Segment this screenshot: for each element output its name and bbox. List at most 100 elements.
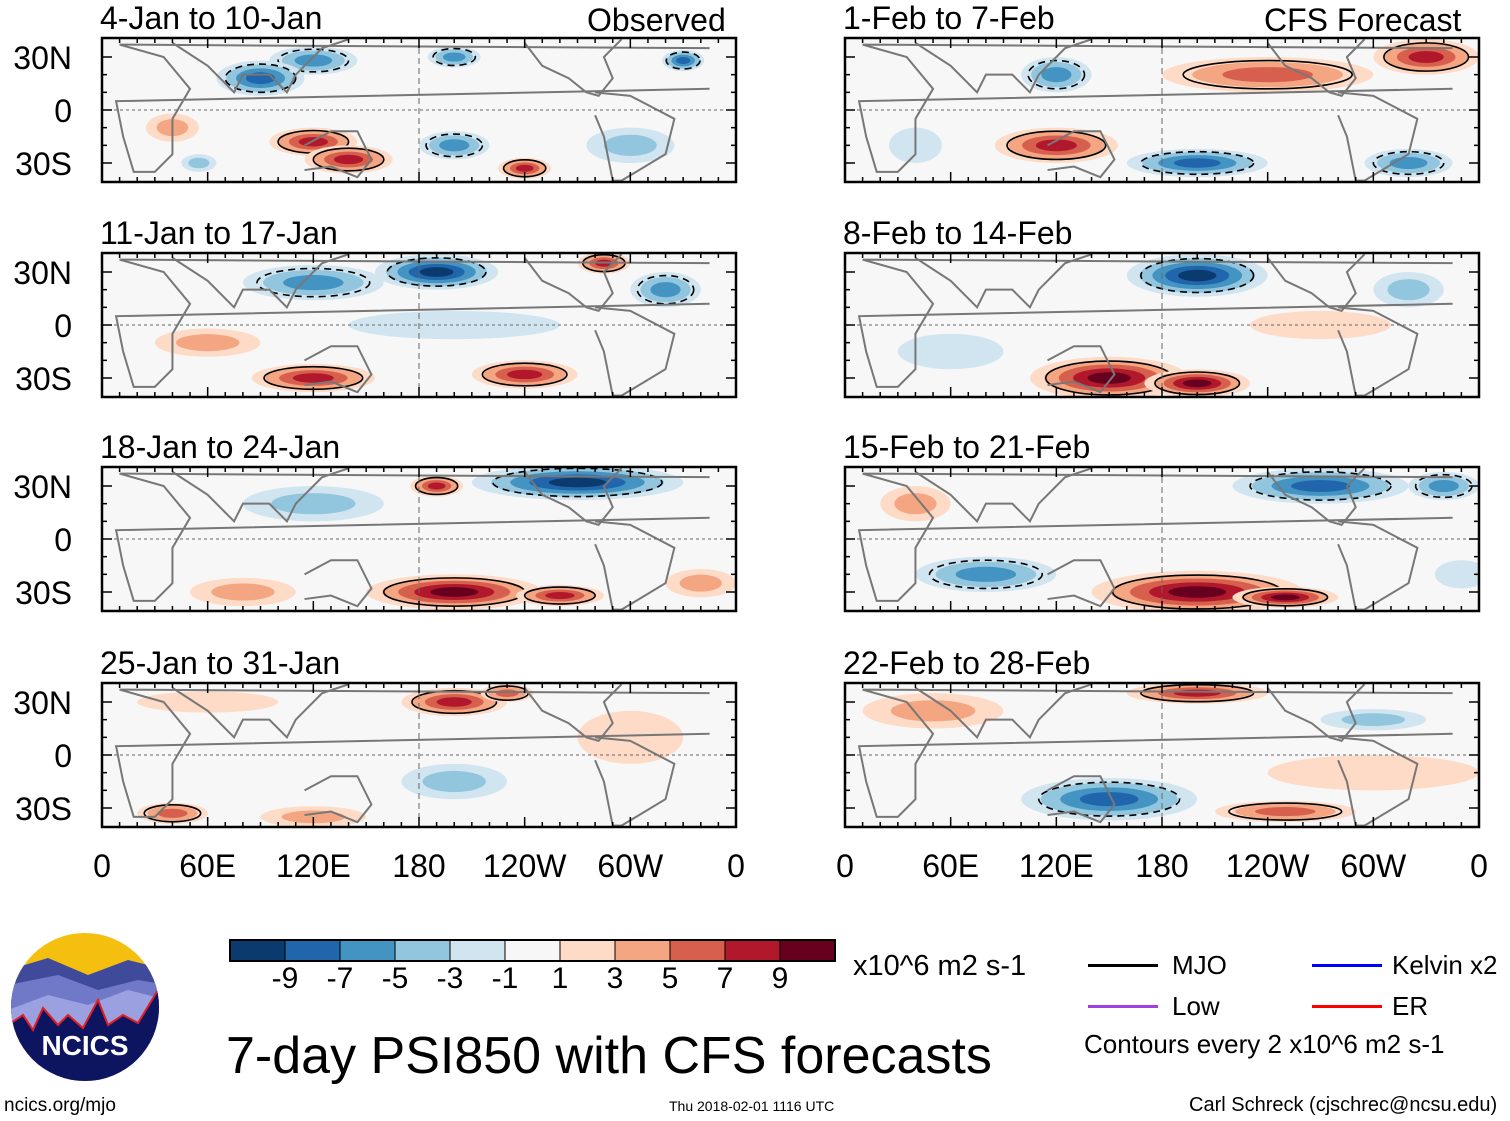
mjo-contour (1372, 150, 1445, 176)
anomaly-contour (897, 333, 1004, 370)
map-panels (100, 36, 1481, 829)
lon-label: 60W (597, 848, 664, 884)
anomaly-contour (333, 154, 364, 165)
colorbar-label: 5 (661, 962, 679, 995)
coastline (1266, 467, 1366, 527)
lon-label: 60E (179, 848, 237, 884)
anomaly-contour (955, 566, 1017, 582)
anomaly-contour (1341, 713, 1406, 727)
lat-label: 30S (15, 791, 72, 827)
coastline (594, 91, 676, 182)
lon-label: 180 (1135, 848, 1189, 884)
legend-mjo-line (1088, 964, 1158, 967)
anomaly-contour (157, 808, 188, 818)
anomaly-contour (676, 57, 691, 65)
anomaly-contour (545, 592, 575, 600)
anomaly-contour (298, 137, 329, 147)
panel-title: 11-Jan to 17-Jan (100, 215, 338, 251)
coastline (304, 559, 373, 608)
lon-label: 0 (727, 848, 745, 884)
logo-text: NCICS (41, 1030, 128, 1061)
panel-title: 22-Feb to 28-Feb (843, 645, 1091, 681)
colorbar-swatch (339, 939, 396, 962)
anomaly-contour (1291, 480, 1350, 492)
coastline (857, 688, 1453, 818)
coastline (1266, 253, 1366, 313)
legend-mjo: MJO (1172, 950, 1227, 980)
map-panel (100, 251, 738, 399)
panel-title: 4-Jan to 10-Jan (100, 0, 323, 36)
anomaly-contour (175, 334, 240, 352)
map-panel (843, 681, 1481, 829)
lon-label: 0 (1470, 848, 1488, 884)
coastline (171, 683, 349, 740)
map-panel (843, 36, 1481, 184)
colorbar-swatch (449, 939, 506, 962)
lon-label: 120W (1225, 848, 1310, 884)
contours-note: Contours every 2 x10^6 m2 s-1 (1084, 1029, 1445, 1059)
lat-label: 0 (54, 738, 72, 774)
anomaly-contour (1222, 67, 1313, 83)
coastline (1047, 559, 1116, 608)
coastline (1047, 775, 1116, 824)
lat-label: 30N (13, 255, 72, 291)
coastline (594, 736, 676, 827)
panel-title: 8-Feb to 14-Feb (843, 215, 1073, 251)
mjo-contour (928, 559, 1044, 590)
lat-label: 0 (54, 522, 72, 558)
map-panel (100, 681, 738, 829)
colorbar-label: -1 (491, 962, 519, 995)
anomaly-contour (507, 369, 543, 380)
footer-url[interactable]: ncics.org/mjo (4, 1095, 116, 1116)
mjo-contour (425, 133, 484, 158)
mjo-contour (523, 586, 596, 605)
coastline (523, 467, 623, 527)
legend-kelvin: Kelvin x2 (1392, 950, 1498, 980)
coastline (1337, 736, 1419, 827)
colorbar-label: 9 (771, 962, 789, 995)
coastline (857, 258, 1453, 388)
coastline (114, 472, 710, 602)
anomaly-contour (515, 164, 534, 172)
coastline (304, 130, 373, 179)
lon-label: 180 (392, 848, 446, 884)
coastline (857, 43, 1453, 173)
anomaly-contour (1087, 372, 1131, 384)
coastline (114, 43, 710, 173)
lon-label: 60E (922, 848, 980, 884)
anomaly-contour (292, 373, 334, 383)
coastline (1337, 306, 1419, 397)
panel-title: 25-Jan to 31-Jan (100, 645, 341, 681)
mjo-contour (665, 51, 701, 70)
colorbar-swatch (724, 939, 781, 962)
mjo-contour (1228, 802, 1343, 821)
anomaly-contour (679, 574, 722, 592)
mjo-contour (277, 48, 350, 73)
mjo-contour (432, 47, 477, 67)
anomaly-contour (439, 139, 470, 152)
forecast-label: CFS Forecast (1264, 2, 1462, 38)
coastline (857, 472, 1453, 602)
mjo-contour (224, 63, 297, 94)
anomaly-contour (650, 282, 681, 298)
anomaly-contour (1428, 479, 1459, 493)
lat-label: 30S (15, 146, 72, 182)
legend-kelvin-line (1312, 964, 1382, 967)
lat-label: 0 (54, 93, 72, 129)
anomaly-contour (577, 710, 684, 764)
anomaly-contour (419, 267, 454, 277)
anomaly-contour (1434, 560, 1479, 589)
anomaly-contour (495, 689, 519, 697)
colorbar-label: -7 (326, 962, 354, 995)
panel-title: 1-Feb to 7-Feb (843, 0, 1055, 36)
coastline (171, 38, 349, 95)
mjo-contour (1242, 588, 1329, 607)
anomaly-contour (427, 482, 446, 490)
anomaly-contour (1168, 586, 1227, 598)
mjo-contour (481, 362, 568, 387)
mjo-contour (1037, 781, 1181, 817)
anomaly-contour (1041, 67, 1072, 83)
coastline (114, 258, 710, 388)
coastline (914, 683, 1092, 740)
coastline (1047, 345, 1116, 394)
